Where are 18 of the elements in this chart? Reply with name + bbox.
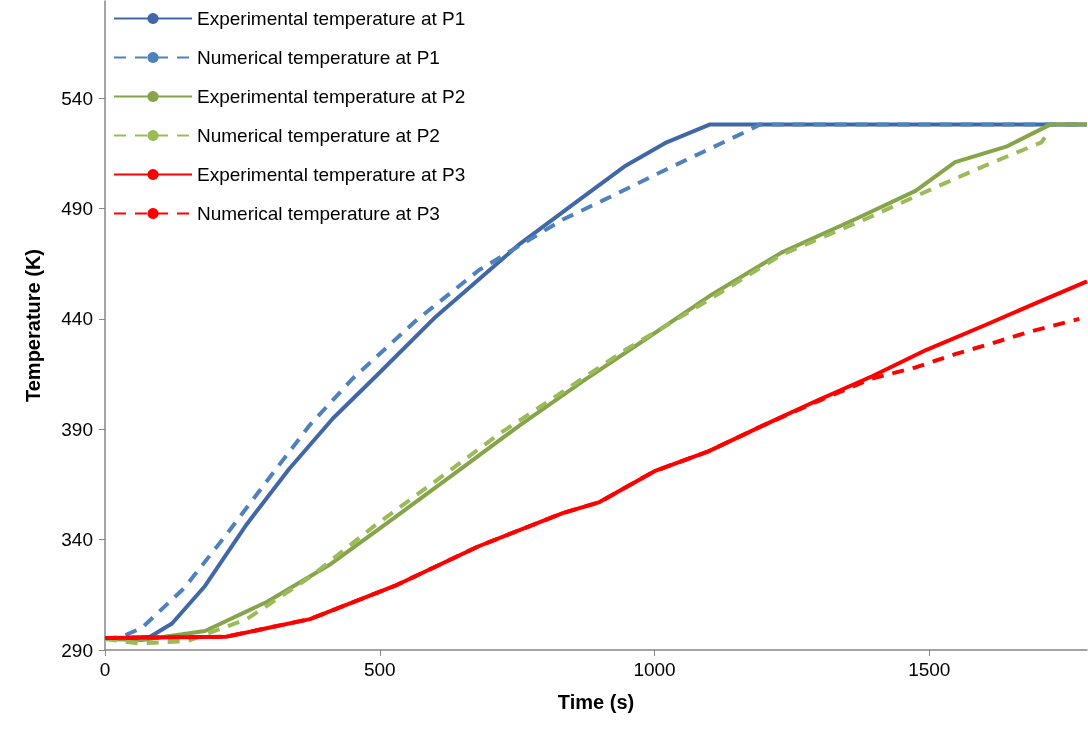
y-axis-title: Temperature (K) xyxy=(22,249,44,402)
x-axis-title: Time (s) xyxy=(557,691,635,713)
y-tick-label: 390 xyxy=(61,418,93,440)
legend-label: Experimental temperature at P2 xyxy=(197,86,466,107)
y-tick-label: 290 xyxy=(61,639,93,661)
legend-label: Numerical temperature at P3 xyxy=(197,203,440,224)
x-tick-label: 1000 xyxy=(633,659,676,680)
x-tick-label: 0 xyxy=(99,659,111,680)
legend-label: Numerical temperature at P1 xyxy=(197,47,440,68)
legend-label: Experimental temperature at P1 xyxy=(197,8,466,29)
x-tick-label: 500 xyxy=(363,659,396,680)
legend-label: Numerical temperature at P2 xyxy=(197,125,440,146)
y-tick-label: 440 xyxy=(61,308,93,330)
legend-label: Experimental temperature at P3 xyxy=(197,164,466,185)
y-tick-label: 490 xyxy=(61,198,93,219)
y-tick-label: 540 xyxy=(61,87,93,109)
x-tick-label: 1500 xyxy=(908,659,951,680)
y-tick-label: 340 xyxy=(61,529,93,551)
